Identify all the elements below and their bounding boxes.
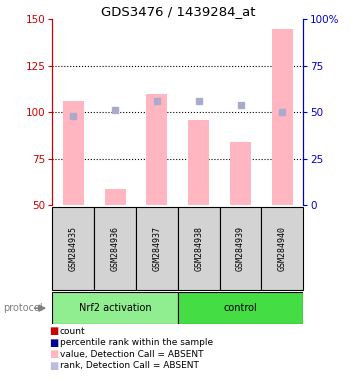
Bar	[272, 28, 293, 205]
Text: Nrf2 activation: Nrf2 activation	[79, 303, 151, 313]
FancyBboxPatch shape	[178, 292, 303, 324]
Title: GDS3476 / 1439284_at: GDS3476 / 1439284_at	[101, 5, 255, 18]
Bar	[188, 120, 209, 205]
FancyBboxPatch shape	[52, 207, 94, 290]
FancyBboxPatch shape	[52, 292, 178, 324]
Bar	[147, 94, 168, 205]
FancyBboxPatch shape	[178, 207, 219, 290]
Text: GSM284936: GSM284936	[110, 226, 119, 271]
Text: rank, Detection Call = ABSENT: rank, Detection Call = ABSENT	[60, 361, 199, 371]
Text: ■: ■	[49, 326, 58, 336]
Text: ■: ■	[49, 349, 58, 359]
Text: GSM284937: GSM284937	[152, 226, 161, 271]
Text: protocol: protocol	[4, 303, 43, 313]
FancyBboxPatch shape	[261, 207, 303, 290]
Text: GSM284940: GSM284940	[278, 226, 287, 271]
Text: count: count	[60, 327, 85, 336]
Text: value, Detection Call = ABSENT: value, Detection Call = ABSENT	[60, 350, 203, 359]
FancyBboxPatch shape	[219, 207, 261, 290]
Text: ■: ■	[49, 338, 58, 348]
Text: GSM284939: GSM284939	[236, 226, 245, 271]
Bar	[105, 189, 126, 205]
Text: GSM284938: GSM284938	[194, 226, 203, 271]
Text: percentile rank within the sample: percentile rank within the sample	[60, 338, 213, 348]
FancyBboxPatch shape	[94, 207, 136, 290]
Text: GSM284935: GSM284935	[69, 226, 78, 271]
FancyBboxPatch shape	[136, 207, 178, 290]
Bar	[230, 142, 251, 205]
Text: ■: ■	[49, 361, 58, 371]
Bar	[63, 101, 84, 205]
Text: control: control	[224, 303, 257, 313]
